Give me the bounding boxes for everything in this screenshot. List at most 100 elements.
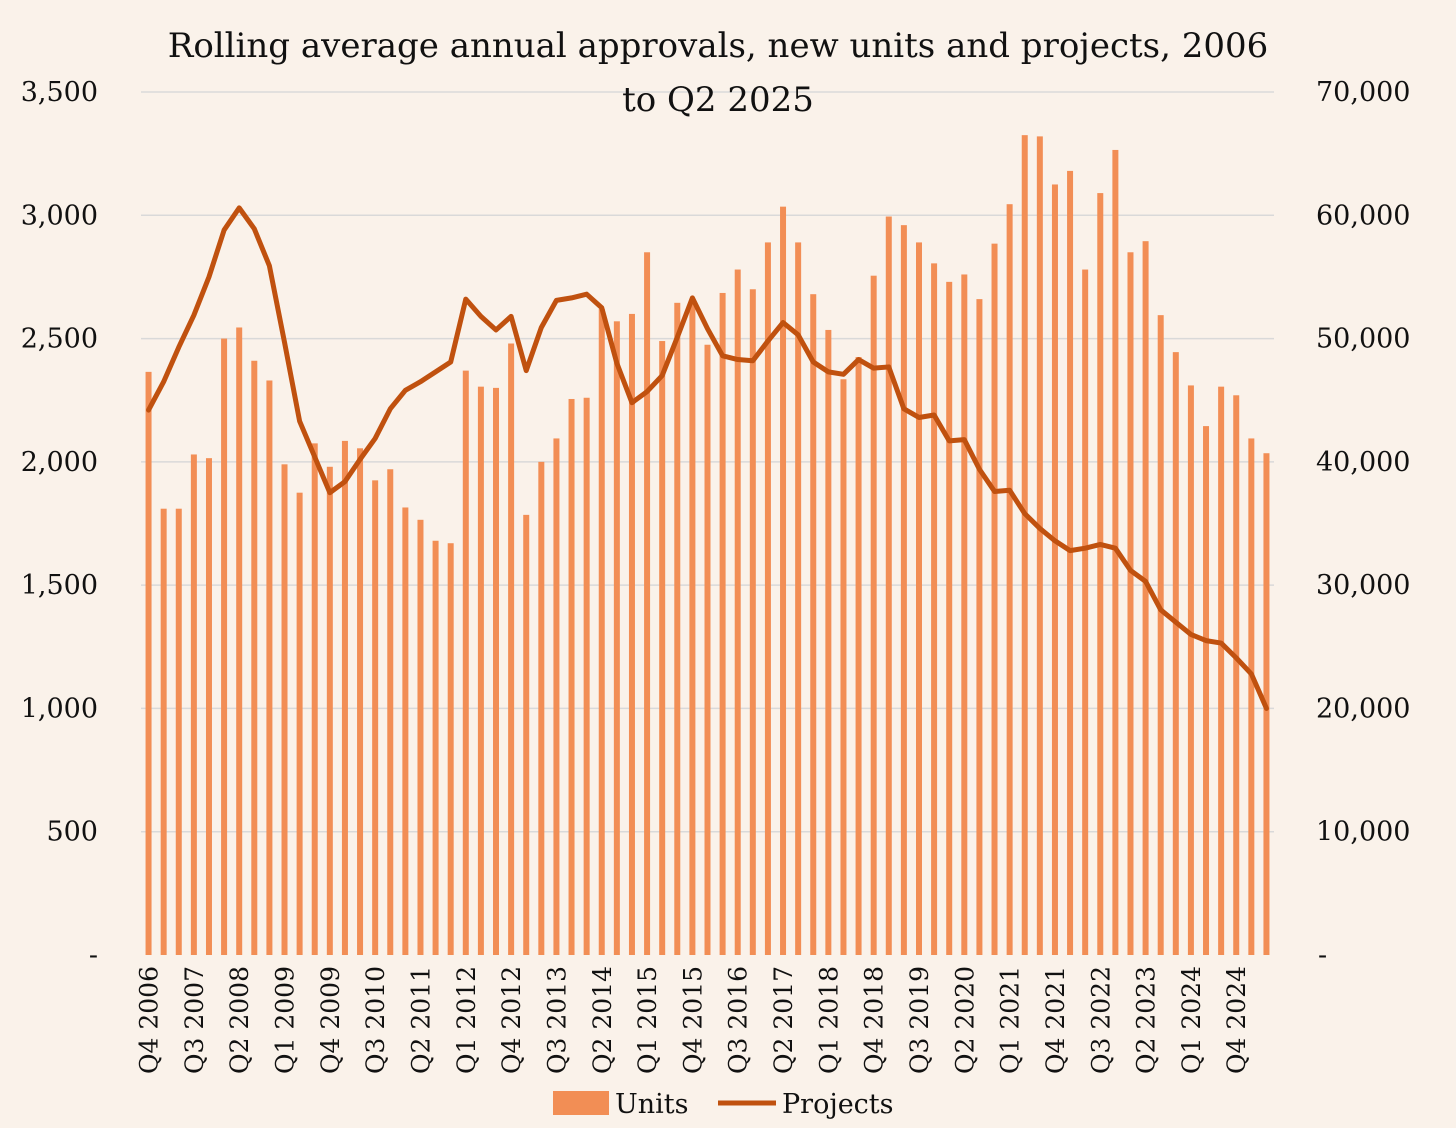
bar-units: [145, 371, 152, 955]
bar-units: [931, 263, 938, 955]
line-projects: [146, 205, 1269, 711]
bar-units: [190, 454, 197, 955]
y-tick-label-right: -: [1318, 940, 1327, 971]
y-tick-label-right: 10,000: [1316, 817, 1410, 848]
bar-units: [1248, 438, 1255, 955]
bars-units: [145, 135, 1270, 956]
bar-units: [734, 269, 741, 955]
bar-units: [1157, 315, 1164, 955]
bar-units: [1187, 385, 1194, 955]
y-tick-label-left: 3,000: [21, 200, 98, 231]
y-tick-label-right: 50,000: [1316, 324, 1410, 355]
bar-units: [538, 461, 545, 955]
y-tick-label-right: 40,000: [1316, 447, 1410, 478]
bar-units: [1233, 395, 1240, 956]
bar-units: [1067, 170, 1074, 956]
legend: Units Projects: [553, 1089, 894, 1120]
y-tick-label-left: 3,500: [21, 77, 98, 108]
bar-units: [387, 469, 394, 955]
bar-units: [749, 289, 756, 955]
legend-label-units: Units: [615, 1089, 689, 1120]
bar-units: [991, 243, 998, 956]
bar-units: [915, 242, 922, 955]
bar-units: [1021, 135, 1028, 955]
y-tick-label-left: 500: [46, 817, 98, 848]
y-tick-label-right: 30,000: [1316, 570, 1410, 601]
x-tick-label: Q3 2022: [1086, 966, 1115, 1074]
bar-units: [1172, 352, 1179, 956]
bar-units: [644, 252, 651, 955]
bar-units: [372, 480, 379, 955]
x-tick-label: Q3 2010: [361, 966, 390, 1074]
bar-units: [402, 507, 409, 955]
x-tick-label: Q4 2012: [497, 966, 526, 1074]
y-tick-label-right: 60,000: [1316, 200, 1410, 231]
bar-units: [961, 274, 968, 955]
x-tick-label: Q2 2020: [950, 966, 979, 1074]
bar-units: [628, 313, 635, 955]
bar-units: [175, 508, 182, 955]
x-axis: Q4 2006 Q3 2007 Q2 2008 Q1 2009 Q4 2009 Q3 20…: [135, 966, 1252, 1074]
y-tick-label-left: 2,500: [21, 324, 98, 355]
x-tick-label: Q2 2017: [769, 966, 798, 1074]
bar-units: [810, 294, 817, 955]
y-tick-label-left: 1,500: [21, 570, 98, 601]
bar-units: [795, 242, 802, 955]
bar-units: [1218, 386, 1225, 956]
bar-units: [205, 458, 212, 955]
y-axis-left: - 500 1,000 1,500 2,000 2,500 3,000 3,500: [21, 77, 98, 971]
bar-units: [160, 508, 167, 955]
bar-units: [221, 338, 228, 956]
x-tick-label: Q4 2015: [678, 966, 707, 1074]
x-tick-label: Q1 2024: [1177, 966, 1206, 1074]
y-tick-label-right: 70,000: [1316, 77, 1410, 108]
bar-units: [508, 343, 515, 955]
y-tick-label-left: 1,000: [21, 693, 98, 724]
x-tick-label: Q4 2006: [135, 966, 164, 1074]
x-tick-label: Q1 2015: [633, 966, 662, 1074]
legend-swatch-units: [553, 1091, 609, 1115]
x-tick-label: Q1 2009: [271, 966, 300, 1074]
x-tick-label: Q2 2008: [225, 966, 254, 1074]
bar-units: [1051, 184, 1058, 955]
bar-units: [553, 438, 560, 955]
bar-units: [1006, 204, 1013, 955]
x-tick-label: Q4 2021: [1041, 966, 1070, 1074]
x-tick-label: Q3 2013: [542, 966, 571, 1074]
chart-title: Rolling average annual approvals, new un…: [168, 26, 1269, 120]
bar-units: [568, 398, 575, 955]
x-tick-label: Q2 2023: [1132, 966, 1161, 1074]
bar-units: [523, 514, 530, 955]
y-tick-label-left: 2,000: [21, 447, 98, 478]
bar-units: [1082, 269, 1089, 955]
bar-units: [689, 299, 696, 955]
bar-units: [598, 308, 605, 955]
bar-units: [870, 275, 877, 956]
x-tick-label: Q1 2012: [452, 966, 481, 1074]
y-tick-label-left: -: [89, 940, 98, 971]
x-tick-label: Q4 2018: [860, 966, 889, 1074]
bar-units: [976, 299, 983, 955]
bar-units: [659, 341, 666, 956]
chart-title-line-1: Rolling average annual approvals, new un…: [168, 26, 1269, 66]
bar-units: [281, 464, 288, 955]
bar-units: [266, 380, 273, 955]
bar-units: [1142, 241, 1149, 955]
chart-title-line-2: to Q2 2025: [622, 80, 814, 120]
bar-units: [704, 344, 711, 955]
bar-units: [780, 206, 787, 956]
bar-units: [1203, 426, 1210, 956]
bar-units: [447, 543, 454, 955]
bar-units: [311, 443, 318, 955]
bar-units: [326, 466, 333, 955]
bar-units: [296, 492, 303, 955]
bar-units: [236, 327, 243, 955]
bar-units: [885, 216, 892, 956]
bar-units: [1036, 136, 1043, 955]
bar-units: [462, 370, 469, 955]
x-tick-label: Q1 2018: [814, 966, 843, 1074]
bar-units: [840, 379, 847, 955]
x-tick-label: Q4 2009: [316, 966, 345, 1074]
